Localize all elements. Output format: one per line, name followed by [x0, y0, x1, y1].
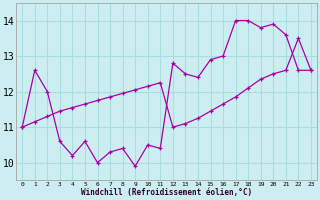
X-axis label: Windchill (Refroidissement éolien,°C): Windchill (Refroidissement éolien,°C): [81, 188, 252, 197]
